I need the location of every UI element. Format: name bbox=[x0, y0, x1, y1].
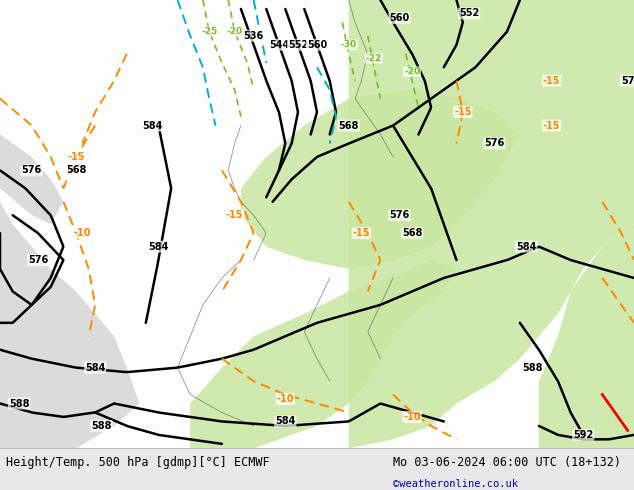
Text: 576: 576 bbox=[28, 255, 48, 265]
Text: 544: 544 bbox=[269, 40, 289, 50]
Text: Height/Temp. 500 hPa [gdmp][°C] ECMWF: Height/Temp. 500 hPa [gdmp][°C] ECMWF bbox=[6, 456, 270, 469]
Text: 576: 576 bbox=[22, 165, 42, 175]
Text: 592: 592 bbox=[573, 430, 593, 440]
Text: -10: -10 bbox=[276, 394, 294, 404]
Text: 576: 576 bbox=[389, 210, 410, 220]
Text: -15: -15 bbox=[67, 152, 85, 162]
Polygon shape bbox=[349, 0, 634, 448]
Text: 568: 568 bbox=[339, 121, 359, 130]
Text: -15: -15 bbox=[454, 107, 472, 117]
Text: ©weatheronline.co.uk: ©weatheronline.co.uk bbox=[393, 479, 518, 489]
Text: -15: -15 bbox=[543, 121, 560, 130]
Polygon shape bbox=[0, 202, 139, 448]
Text: Mo 03-06-2024 06:00 UTC (18+132): Mo 03-06-2024 06:00 UTC (18+132) bbox=[393, 456, 621, 469]
Polygon shape bbox=[0, 135, 63, 224]
Text: -15: -15 bbox=[226, 210, 243, 220]
Text: 552: 552 bbox=[288, 40, 308, 50]
Text: 552: 552 bbox=[459, 8, 479, 19]
Text: -10: -10 bbox=[74, 228, 91, 238]
Text: -30: -30 bbox=[340, 40, 357, 49]
Text: -25: -25 bbox=[201, 27, 217, 36]
Text: 584: 584 bbox=[148, 242, 169, 251]
FancyBboxPatch shape bbox=[0, 0, 634, 448]
Text: 584: 584 bbox=[142, 121, 162, 130]
Text: 576: 576 bbox=[484, 139, 505, 148]
Text: -15: -15 bbox=[543, 75, 560, 86]
Text: 568: 568 bbox=[402, 228, 422, 238]
Text: -10: -10 bbox=[403, 412, 421, 422]
Text: -20: -20 bbox=[226, 27, 243, 36]
Text: 560: 560 bbox=[307, 40, 327, 50]
Polygon shape bbox=[190, 260, 456, 448]
Text: -20: -20 bbox=[404, 67, 420, 76]
Text: 568: 568 bbox=[66, 165, 86, 175]
Text: 560: 560 bbox=[389, 13, 410, 23]
Text: 584: 584 bbox=[275, 416, 295, 426]
Text: -22: -22 bbox=[366, 54, 382, 63]
Text: 584: 584 bbox=[85, 363, 105, 373]
Polygon shape bbox=[241, 90, 520, 269]
Text: 584: 584 bbox=[516, 242, 536, 251]
Text: 588: 588 bbox=[522, 363, 543, 373]
Text: 536: 536 bbox=[243, 31, 264, 41]
Text: -15: -15 bbox=[353, 228, 370, 238]
Text: 588: 588 bbox=[9, 398, 29, 409]
Polygon shape bbox=[539, 224, 634, 448]
Text: 588: 588 bbox=[91, 421, 112, 431]
Text: 57: 57 bbox=[621, 75, 634, 86]
